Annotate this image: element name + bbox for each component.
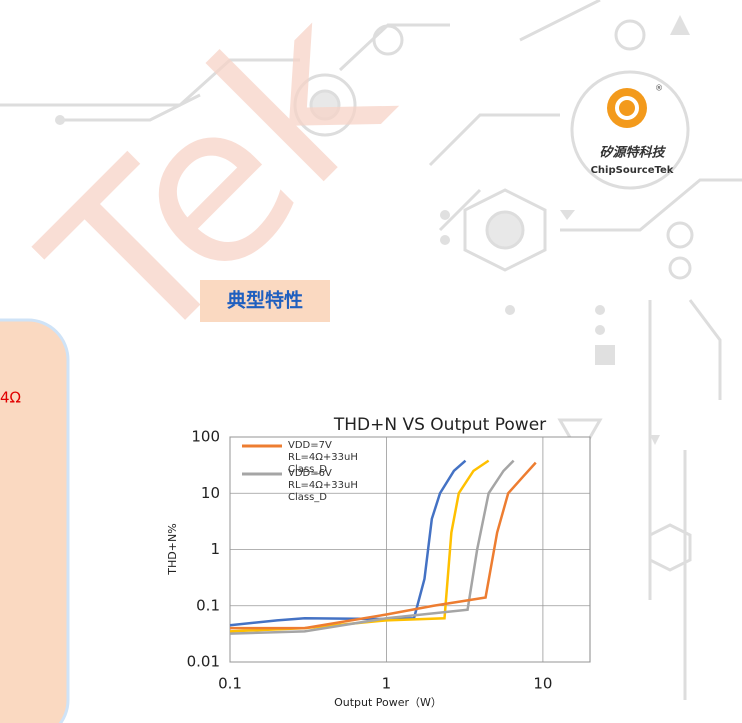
- section-box: [200, 280, 330, 322]
- series-line: [229, 459, 467, 627]
- logo-brand: ChipSourceTek: [591, 165, 674, 176]
- series-line: [230, 461, 537, 630]
- chart-title: THD+N VS Output Power: [333, 415, 546, 435]
- x-axis-label: Output Power（W）: [334, 696, 442, 709]
- legend-entry: VDD=6V RL=4Ω+33uH Class_D: [288, 468, 358, 503]
- y-axis-label: THD+N%: [166, 523, 179, 575]
- side-panel: [0, 318, 70, 723]
- series-line: [229, 459, 515, 635]
- y-tick-label: 0.01: [187, 653, 220, 671]
- x-tick-label: 1: [382, 675, 392, 693]
- circuit-decoration: [0, 0, 742, 700]
- side-text: 4Ω: [0, 389, 21, 407]
- circuit-dots: [55, 15, 690, 445]
- x-tick-label: 0.1: [218, 675, 242, 693]
- watermark: Tek: [0, 0, 436, 397]
- logo-icon-inner: [615, 96, 639, 120]
- logo-badge: [570, 70, 690, 190]
- logo-name: 矽源特科技: [599, 145, 666, 161]
- logo-registered: ®: [655, 84, 663, 93]
- x-tick-label: 10: [533, 675, 552, 693]
- section-title: 典型特性: [227, 289, 303, 312]
- y-tick-label: 100: [191, 428, 220, 446]
- y-tick-label: 1: [210, 540, 220, 558]
- y-tick-label: 0.1: [196, 596, 220, 614]
- y-tick-label: 10: [201, 484, 220, 502]
- legend-entry: VDD=7V RL=4Ω+33uH Class_D: [288, 440, 358, 475]
- logo-icon: [607, 88, 647, 128]
